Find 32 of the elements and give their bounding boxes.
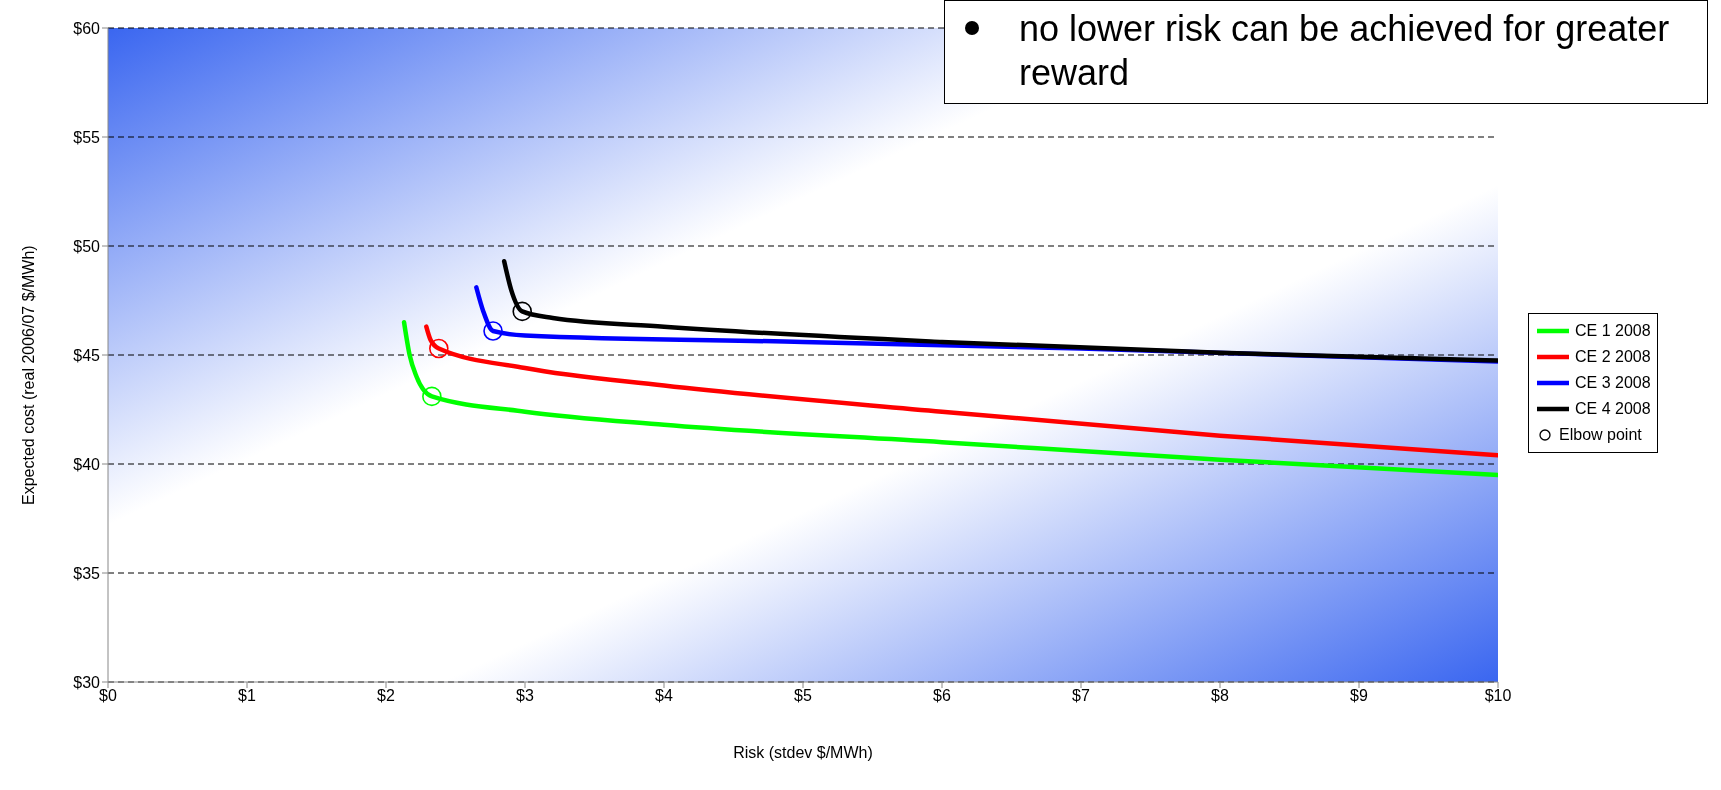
line-series [401, 320, 1498, 478]
point [512, 301, 533, 322]
y-tick-label: $40 [73, 455, 101, 473]
legend-label: CE 4 2008 [1575, 400, 1651, 418]
legend-label: CE 1 2008 [1575, 322, 1651, 340]
y-tick-label: $50 [73, 237, 101, 255]
legend-label: CE 3 2008 [1575, 374, 1651, 392]
x-tick-label: $0 [99, 687, 117, 705]
line-series [424, 324, 1498, 458]
annotation: no lower risk can be achieved for greater reward [1019, 7, 1671, 95]
x-tick-label: $4 [655, 687, 673, 705]
point [429, 338, 449, 359]
x-tick-label: $8 [1211, 687, 1229, 705]
point [483, 321, 503, 341]
y-tick-label: $60 [73, 19, 101, 37]
y-axis-title: Expected cost (real 2006/07 $/MWh) [19, 245, 37, 505]
point [422, 386, 442, 407]
legend-label: Elbow point [1559, 426, 1642, 444]
x-tick-label: $3 [516, 687, 534, 705]
x-tick-label: $7 [1072, 687, 1090, 705]
x-tick-label: $5 [794, 687, 812, 705]
y-tick-label: $30 [73, 673, 101, 691]
x-tick-label: $6 [933, 687, 951, 705]
x-tick-label: $9 [1350, 687, 1368, 705]
x-axis-title: Risk (stdev $/MWh) [733, 744, 873, 761]
x-tick-label: $10 [1484, 687, 1512, 705]
y-tick-label: $45 [73, 346, 101, 364]
x-tick-label: $1 [238, 687, 256, 705]
y-tick-label: $35 [73, 564, 101, 582]
y-tick-label: $55 [73, 128, 101, 146]
x-tick-label: $2 [377, 687, 395, 705]
legend-label: CE 2 2008 [1575, 348, 1651, 366]
